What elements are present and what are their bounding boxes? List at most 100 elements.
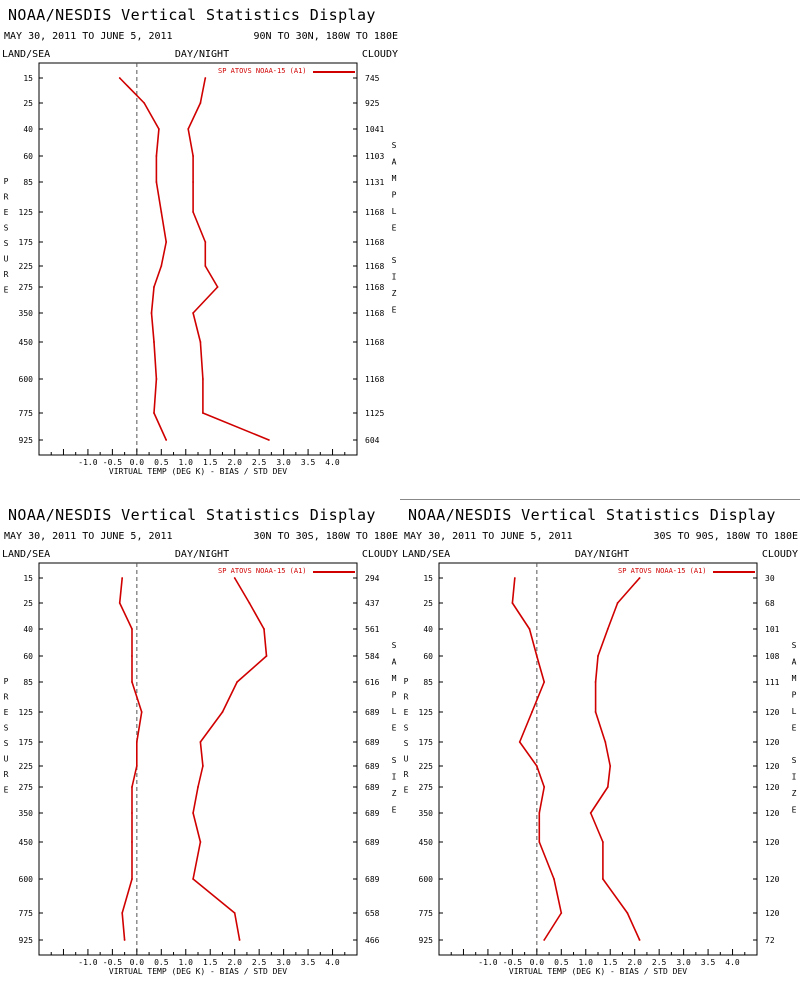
std-dev-point [221,711,224,713]
std-dev-point [204,77,207,79]
chart-title: NOAA/NESDIS Vertical Statistics Display [8,6,376,24]
bias-point [511,602,514,604]
std-dev-point [594,681,597,683]
std-dev-point [187,128,190,130]
std-dev-point [601,878,604,880]
std-dev-point [248,602,251,604]
right-axis-label-letter: M [392,674,397,683]
pressure-level-label: 450 [419,838,434,847]
bias-series-line [511,577,563,941]
bias-point [165,241,168,243]
x-tick-label: 3.0 [676,958,691,967]
pressure-level-label: 60 [423,652,433,661]
bias-point [553,878,555,880]
std-dev-point [606,786,609,788]
x-tick-label: 2.5 [252,958,267,967]
x-tick-label: 4.0 [725,958,740,967]
bias-point [131,812,133,814]
surface-label: LAND/SEA [2,49,50,60]
pressure-level-label: 350 [19,309,34,318]
x-tick-label: 3.5 [301,958,316,967]
y-axis-label-letter: E [404,708,409,717]
x-tick-label: -0.5 [503,958,522,967]
x-tick-label: 0.0 [130,958,145,967]
sample-size-label: 30 [765,574,775,583]
std-dev-point [268,439,270,441]
x-tick-label: 3.0 [276,958,291,967]
panel-divider-horizontal [0,499,800,500]
bias-point [131,655,133,657]
pressure-level-label: 350 [19,809,34,818]
chart-svg: NOAA/NESDIS Vertical Statistics Display M… [2,506,398,976]
pressure-level-label: 275 [19,783,34,792]
right-axis-label-letter: A [392,658,397,667]
chart-title: NOAA/NESDIS Vertical Statistics Display [408,506,776,524]
sample-size-label: 108 [765,652,780,661]
sky-label: CLOUDY [762,549,798,560]
sample-size-label: 1168 [365,238,384,247]
pressure-level-label: 450 [19,838,34,847]
pressure-level-label: 450 [19,338,34,347]
pressure-level-label: 25 [23,99,33,108]
sample-size-label: 745 [365,74,380,83]
date-range: MAY 30, 2011 TO JUNE 5, 2011 [404,531,573,542]
y-axis-label-letter: S [4,724,9,733]
time-of-day-label: DAY/NIGHT [175,49,229,60]
sample-size-label: 120 [765,738,780,747]
x-tick-label: 3.0 [276,458,291,467]
right-axis-label-letter: L [392,207,397,216]
bias-point [160,265,163,267]
sample-size-label: 584 [365,652,380,661]
pressure-level-label: 125 [19,208,34,217]
std-dev-point [192,211,195,213]
std-dev-point [201,412,204,414]
bias-point [121,912,124,914]
x-tick-label: 1.5 [203,958,218,967]
region-label: 90N TO 30N, 180W TO 180E [254,31,399,42]
std-dev-point [192,155,195,157]
date-range: MAY 30, 2011 TO JUNE 5, 2011 [4,531,173,542]
bias-series-line [118,577,143,941]
sample-size-label: 120 [765,783,780,792]
bias-point [518,741,521,743]
std-dev-point [199,102,202,104]
bias-series-line [119,77,167,441]
bias-point [153,341,155,343]
right-axis-label-letter: P [392,191,397,200]
bias-point [160,211,163,213]
std-dev-point [233,577,236,579]
std-dev-point [236,681,239,683]
std-dev-point [192,312,195,314]
x-tick-label: 4.0 [325,458,340,467]
y-axis-label-letter: S [4,739,9,748]
x-tick-label: 0.5 [554,958,569,967]
bias-point [140,711,143,713]
x-tick-label: -1.0 [78,958,97,967]
y-axis-label-letter: R [404,693,409,702]
x-tick-label: -1.0 [478,958,497,967]
std-dev-point [201,765,204,767]
right-axis-label-letter: A [792,658,797,667]
pressure-level-label: 350 [419,809,434,818]
x-tick-label: 1.5 [203,458,218,467]
pressure-level-label: 600 [19,375,34,384]
pressure-level-label: 275 [19,283,34,292]
bias-point [155,155,158,157]
y-axis-label-letter: E [404,786,409,795]
x-axis-label: VIRTUAL TEMP (DEG K) - BIAS / STD DEV [109,467,287,476]
sample-size-label: 689 [365,738,380,747]
bias-point [118,602,121,604]
x-tick-label: 1.0 [179,458,194,467]
sample-size-label: 1041 [365,125,384,134]
right-axis-label-letter: E [392,224,397,233]
time-of-day-label: DAY/NIGHT [575,549,629,560]
std-dev-point [594,711,597,713]
right-axis-label-letter: I [792,773,797,782]
bias-point [535,655,538,657]
bias-point [153,412,155,414]
x-tick-label: 2.0 [627,958,642,967]
y-axis-label-letter: S [404,739,409,748]
std-dev-point [201,378,204,380]
sample-size-label: 1168 [365,262,384,271]
pressure-level-label: 125 [419,708,434,717]
